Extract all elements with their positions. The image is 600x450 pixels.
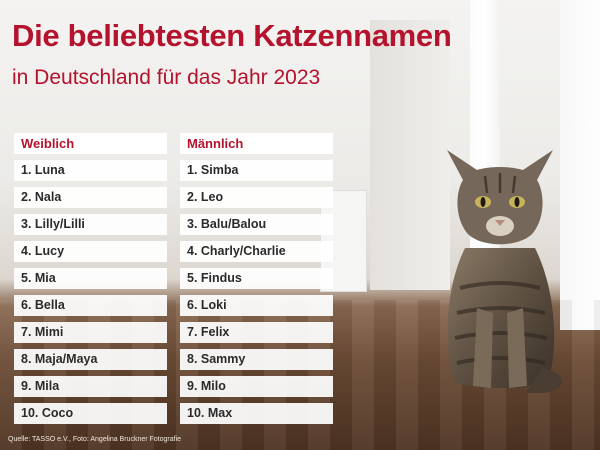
page-title: Die beliebtesten Katzennamen <box>12 18 452 53</box>
list-item: 9. Mila <box>14 376 167 397</box>
list-item: 6. Bella <box>14 295 167 316</box>
female-header: Weiblich <box>14 133 167 154</box>
list-item: 6. Loki <box>180 295 333 316</box>
list-item: 5. Findus <box>180 268 333 289</box>
list-item: 4. Lucy <box>14 241 167 262</box>
list-item: 1. Luna <box>14 160 167 181</box>
list-item: 10. Coco <box>14 403 167 424</box>
background-door <box>370 20 450 290</box>
list-item: 9. Milo <box>180 376 333 397</box>
male-names-list: Männlich 1. Simba 2. Leo 3. Balu/Balou 4… <box>180 133 333 430</box>
list-item: 4. Charly/Charlie <box>180 241 333 262</box>
list-item: 5. Mia <box>14 268 167 289</box>
source-credit: Quelle: TASSO e.V., Foto: Angelina Bruck… <box>8 436 182 443</box>
page-subtitle: in Deutschland für das Jahr 2023 <box>12 66 321 89</box>
list-item: 10. Max <box>180 403 333 424</box>
list-item: 2. Nala <box>14 187 167 208</box>
list-item: 3. Lilly/Lilli <box>14 214 167 235</box>
list-item: 7. Felix <box>180 322 333 343</box>
list-item: 3. Balu/Balou <box>180 214 333 235</box>
female-names-list: Weiblich 1. Luna 2. Nala 3. Lilly/Lilli … <box>14 133 167 430</box>
list-item: 2. Leo <box>180 187 333 208</box>
list-item: 8. Sammy <box>180 349 333 370</box>
list-item: 7. Mimi <box>14 322 167 343</box>
male-header: Männlich <box>180 133 333 154</box>
cat-photo <box>447 150 562 393</box>
list-item: 8. Maja/Maya <box>14 349 167 370</box>
background-right-wall <box>560 0 600 330</box>
list-item: 1. Simba <box>180 160 333 181</box>
